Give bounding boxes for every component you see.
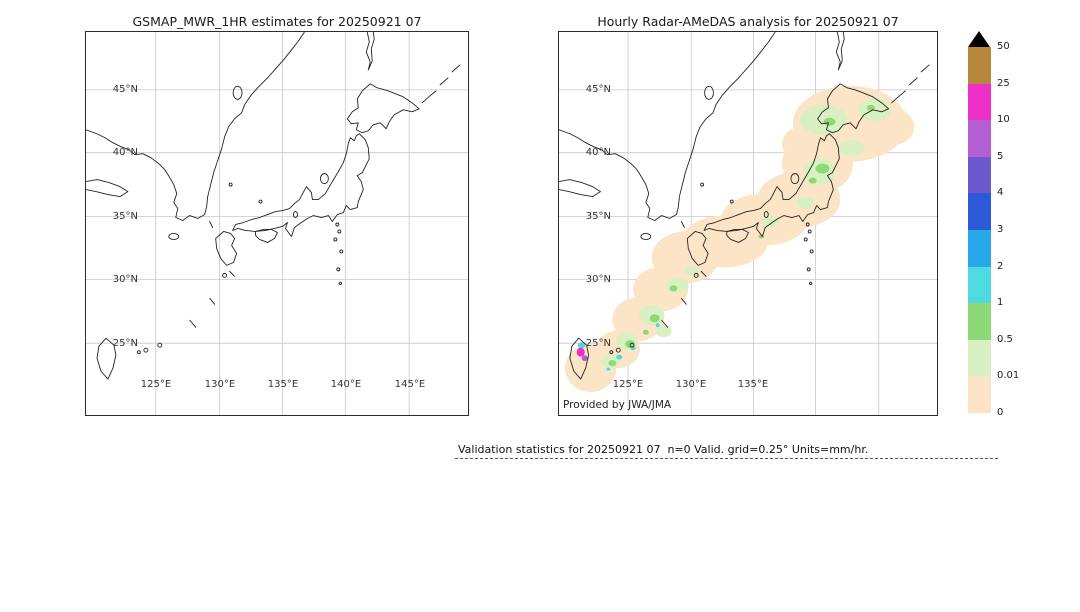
lon-tick: 135°E (737, 379, 769, 390)
coastlines (86, 32, 461, 380)
colorbar-segment (968, 120, 991, 157)
colorbar-segment (968, 229, 991, 267)
footer-dashed-line (455, 458, 998, 459)
colorbar-segment (968, 83, 991, 121)
colorbar-segment (968, 266, 991, 304)
colorbar-tick-label: 5 (997, 150, 1004, 162)
colorbar-segment (968, 339, 991, 377)
precipitation-shading (564, 85, 915, 393)
colorbar-tick-label: 10 (997, 114, 1010, 126)
colorbar-overflow-triangle (968, 31, 990, 47)
colorbar-tick-label: 3 (997, 224, 1004, 235)
gridlines (86, 32, 468, 415)
data-credit: Provided by JWA/JMA (563, 399, 672, 411)
colorbar-tick-label: 0.01 (997, 370, 1020, 382)
lat-tick: 45°N (112, 84, 138, 95)
colorbar-tick-label: 4 (997, 187, 1004, 199)
lat-tick: 40°N (585, 147, 611, 158)
colorbar-tick-label: 1 (997, 297, 1004, 309)
lat-tick: 25°N (112, 338, 138, 349)
lon-tick: 125°E (612, 379, 644, 390)
lon-tick: 130°E (675, 379, 707, 390)
radar-map-panel: 45°N 40°N 35°N 30°N 25°N 125°E 130°E 135… (558, 31, 938, 416)
lat-tick: 35°N (585, 211, 611, 222)
gsmap-map-panel: 45°N 40°N 35°N 30°N 25°N 125°E 130°E 135… (85, 31, 469, 416)
lat-tick: 30°N (585, 274, 611, 285)
lon-tick: 135°E (267, 379, 299, 390)
lat-tick: 40°N (112, 147, 138, 158)
lat-tick: 25°N (585, 338, 611, 349)
validation-statistics-text: Validation statistics for 20250921 07 n=… (458, 443, 869, 456)
lat-tick: 35°N (112, 211, 138, 222)
colorbar-tick-label: 0.5 (997, 333, 1013, 345)
right-panel-title: Hourly Radar-AMeDAS analysis for 2025092… (597, 14, 899, 29)
lat-tick: 30°N (112, 274, 138, 285)
colorbar-segment (968, 47, 991, 84)
lon-tick: 140°E (330, 379, 362, 390)
lat-tick: 45°N (585, 84, 611, 95)
lon-tick: 125°E (140, 379, 172, 390)
radar-map-canvas (559, 32, 937, 415)
colorbar-segment (968, 193, 991, 230)
lon-tick: 145°E (394, 379, 426, 390)
lon-tick: 130°E (204, 379, 236, 390)
colorbar-tick-label: 0 (997, 407, 1004, 418)
colorbar-tick-label: 50 (997, 41, 1010, 52)
colorbar (968, 47, 991, 413)
colorbar-segment (968, 303, 991, 340)
gsmap-map-canvas (86, 32, 468, 415)
left-panel-title: GSMAP_MWR_1HR estimates for 20250921 07 (132, 14, 422, 29)
colorbar-tick-label: 25 (997, 77, 1010, 89)
colorbar-segment (968, 376, 991, 413)
colorbar-tick-label: 2 (997, 260, 1004, 272)
colorbar-segment (968, 156, 991, 194)
